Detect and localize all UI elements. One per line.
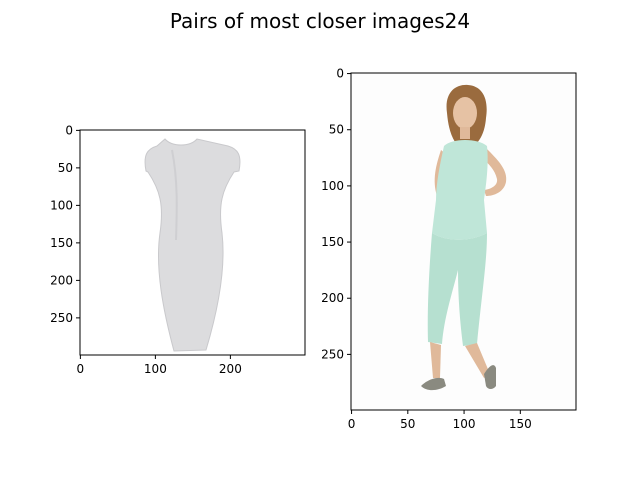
y-tick-label: 50 [58,161,73,175]
y-tick-left-1: 50 [58,161,80,175]
y-tick-right-1: 50 [329,123,351,137]
y-tick-label: 50 [329,123,344,137]
x-tick-left-2: 200 [219,355,242,376]
y-tick-label: 250 [321,347,344,361]
left-image-panel: 0 100 200 0 50 100 150 200 250 [50,123,306,376]
right-image-panel: 0 50 100 150 0 50 100 150 200 250 [321,67,577,431]
y-tick-left-5: 250 [50,311,80,325]
y-tick-label: 200 [50,273,73,287]
x-tick-left-1: 100 [144,355,167,376]
y-tick-label: 0 [336,67,344,81]
y-tick-right-0: 0 [336,67,351,81]
y-tick-label: 100 [321,179,344,193]
y-tick-left-0: 0 [65,123,80,137]
figure-title: Pairs of most closer images24 [170,9,470,33]
x-tick-right-2: 100 [453,410,476,431]
right-axes-ticks: 0 50 100 150 0 50 100 150 200 250 [321,67,532,431]
y-tick-right-4: 200 [321,291,351,305]
x-tick-label: 0 [348,417,356,431]
x-tick-label: 100 [453,417,476,431]
x-tick-label: 100 [144,362,167,376]
right-axes-frame [350,72,577,411]
y-tick-label: 200 [321,291,344,305]
y-tick-label: 150 [321,235,344,249]
left-axes-ticks: 0 100 200 0 50 100 150 200 250 [50,123,242,376]
y-tick-right-2: 100 [321,179,351,193]
x-tick-left-0: 0 [77,355,85,376]
x-tick-label: 50 [400,417,415,431]
x-tick-label: 0 [77,362,85,376]
y-tick-right-3: 150 [321,235,351,249]
y-tick-label: 0 [65,123,73,137]
y-tick-label: 250 [50,311,73,325]
x-tick-label: 200 [219,362,242,376]
x-tick-right-1: 50 [400,410,415,431]
y-tick-right-5: 250 [321,347,351,361]
y-tick-left-4: 200 [50,273,80,287]
dress-image [80,130,305,355]
y-tick-left-3: 150 [50,236,80,250]
x-tick-label: 150 [509,417,532,431]
y-tick-left-2: 100 [50,198,80,212]
x-tick-right-3: 150 [509,410,532,431]
y-tick-label: 150 [50,236,73,250]
y-tick-label: 100 [50,198,73,212]
x-tick-right-0: 0 [348,410,356,431]
model-image [351,73,576,410]
